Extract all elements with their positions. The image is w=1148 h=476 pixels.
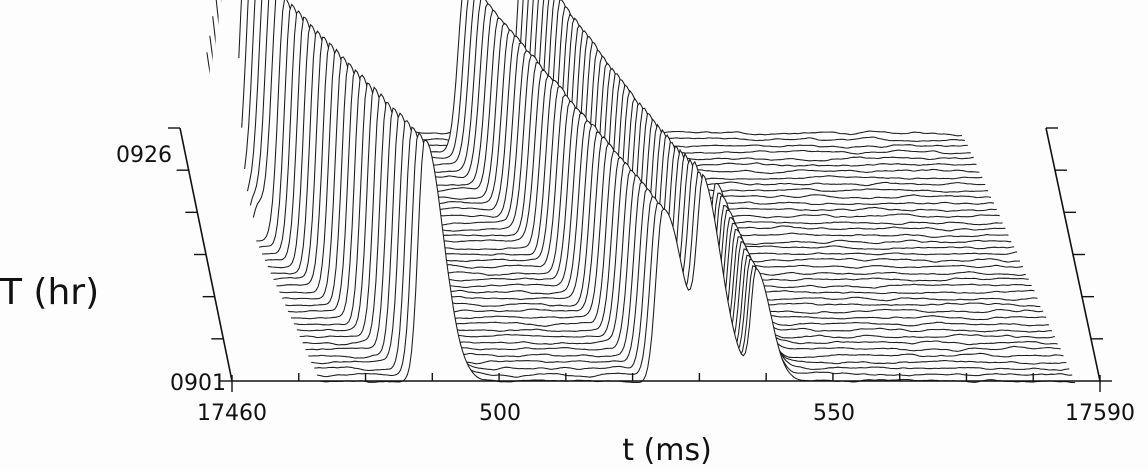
x-tick-label-500: 500 <box>479 401 521 426</box>
y-tick-label-0926: 0926 <box>116 143 172 168</box>
x-tick-label-550: 550 <box>813 401 855 426</box>
trace-occluder <box>317 133 1073 378</box>
y-tick-label-0901: 0901 <box>170 371 226 396</box>
x-axis-label: t (ms) <box>622 433 712 468</box>
T-axis-left-ticks <box>168 127 232 382</box>
axes-layer: 0926 0901 17460 500 550 17590 T (hr) t (… <box>0 127 1135 468</box>
x-tick-label-17460: 17460 <box>197 401 267 426</box>
y-axis-label: T (hr) <box>0 272 99 313</box>
T-axis-right-ticks <box>1046 127 1112 382</box>
trace-occluder <box>320 139 1076 383</box>
t-axis-ticks <box>231 373 1101 392</box>
x-tick-label-17590: 17590 <box>1065 401 1135 426</box>
trace-layer <box>206 0 1076 384</box>
